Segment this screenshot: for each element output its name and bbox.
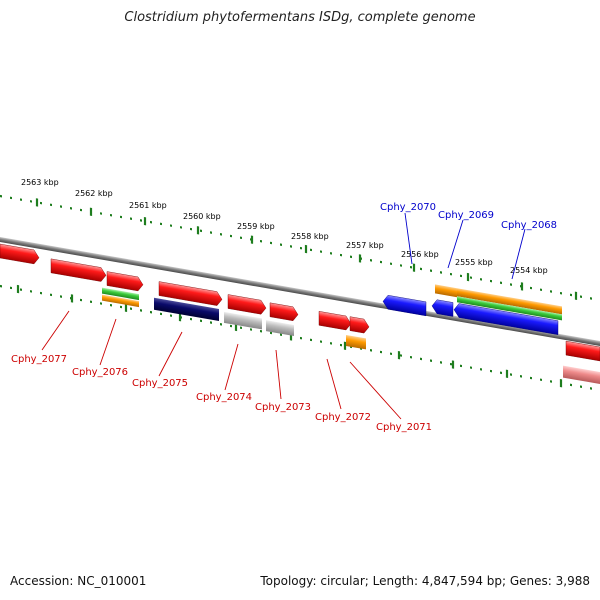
pink-feature-right	[563, 365, 600, 384]
orange-feature-2071	[346, 334, 366, 350]
upper-major-ticks	[35, 198, 578, 301]
gene-arrow-cphy-2069	[431, 299, 454, 317]
gene-label-cphy-2068: Cphy_2068	[501, 220, 557, 231]
scale-label-2560: 2560 kbp	[183, 212, 221, 221]
gene-label-cphy-2076: Cphy_2076	[72, 367, 128, 378]
green-feature-2068	[457, 296, 562, 321]
gene-arrow-cphy-2076	[106, 271, 144, 292]
gray-feature-2074	[224, 311, 262, 330]
gene-arrow-cphy-2072	[318, 311, 352, 331]
scale-label-2555: 2555 kbp	[455, 258, 493, 267]
map-title: Clostridium phytofermentans ISDg, comple…	[124, 10, 476, 25]
gene-label-cphy-2077: Cphy_2077	[11, 354, 67, 365]
leader-lines-top	[404, 212, 526, 280]
forward-genes-upper	[0, 243, 600, 362]
gene-arrow-cphy-2078	[0, 243, 40, 265]
gene-arrow-cphy-2070	[382, 295, 427, 317]
genome-summary-text: Topology: circular; Length: 4,847,594 bp…	[260, 574, 590, 588]
scale-label-2559: 2559 kbp	[237, 222, 275, 231]
feature-tracks	[102, 284, 600, 384]
gene-arrow-cphy-2075	[158, 281, 223, 306]
gene-arrow-cphy-2071	[349, 316, 370, 334]
lower-major-ticks	[16, 284, 563, 388]
orange-feature-2068	[457, 288, 562, 315]
gene-label-cphy-2069: Cphy_2069	[438, 210, 494, 221]
gene-arrow-right	[565, 340, 600, 362]
gene-arrow-cphy-2073	[269, 302, 299, 321]
gene-label-cphy-2070: Cphy_2070	[380, 202, 436, 213]
scale-label-2562: 2562 kbp	[75, 189, 113, 198]
gene-labels-bottom: Cphy_2077 Cphy_2076 Cphy_2075 Cphy_2074 …	[11, 354, 432, 433]
gray-feature-2073	[266, 320, 294, 336]
scale-label-2563: 2563 kbp	[21, 178, 59, 187]
gene-label-cphy-2073: Cphy_2073	[255, 402, 311, 413]
genome-backbone	[0, 237, 600, 346]
scale-label-2556: 2556 kbp	[401, 250, 439, 259]
leader-lines-bottom	[41, 310, 402, 420]
gene-arrow-cphy-2074	[227, 294, 267, 315]
scale-label-2554: 2554 kbp	[510, 266, 548, 275]
scale-labels: 2563 kbp 2562 kbp 2561 kbp 2560 kbp 2559…	[21, 178, 548, 275]
green-feature-2076	[102, 287, 139, 301]
gene-label-cphy-2074: Cphy_2074	[196, 392, 252, 403]
gene-label-cphy-2075: Cphy_2075	[132, 378, 188, 389]
lower-scale-line	[0, 284, 600, 392]
upper-scale-line	[0, 194, 600, 302]
gene-arrow-cphy-2068	[453, 303, 559, 335]
gene-labels-top: Cphy_2070 Cphy_2069 Cphy_2068	[380, 202, 557, 231]
navy-feature-2075	[154, 297, 219, 321]
scale-label-2558: 2558 kbp	[291, 232, 329, 241]
orange-feature-2069	[435, 284, 457, 298]
gene-label-cphy-2071: Cphy_2071	[376, 422, 432, 433]
orange-feature-2076	[102, 294, 139, 308]
scale-label-2561: 2561 kbp	[129, 201, 167, 210]
scale-label-2557: 2557 kbp	[346, 241, 384, 250]
accession-text: Accession: NC_010001	[10, 574, 147, 588]
reverse-genes	[382, 295, 559, 335]
gene-label-cphy-2072: Cphy_2072	[315, 412, 371, 423]
gene-arrow-cphy-2077	[50, 258, 107, 282]
